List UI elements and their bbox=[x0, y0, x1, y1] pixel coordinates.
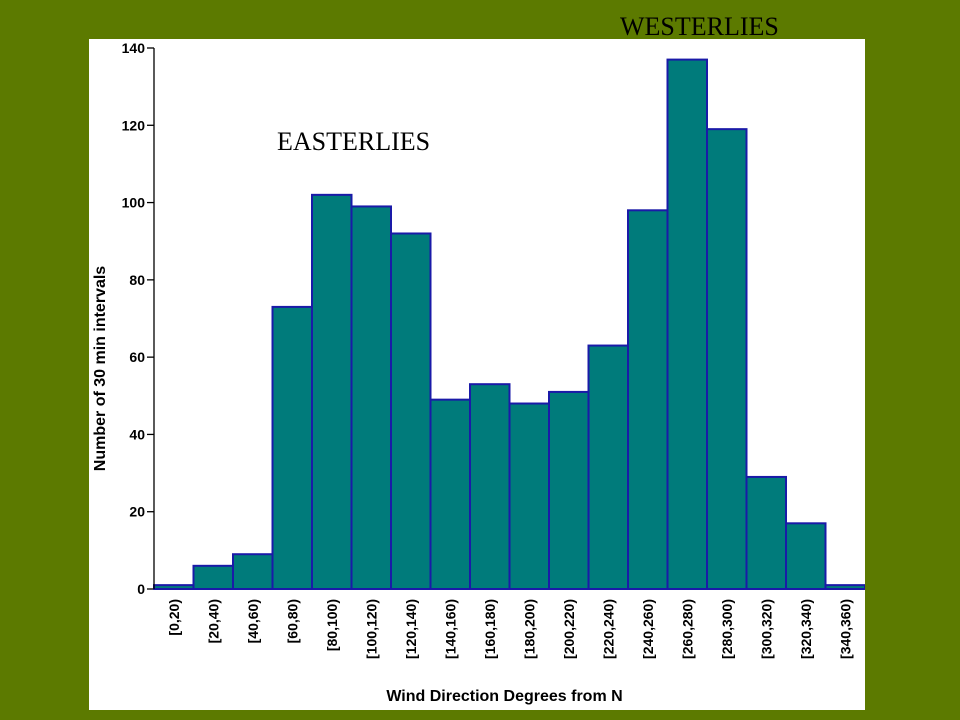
x-tick-label: [200,220) bbox=[561, 599, 577, 659]
bar-15 bbox=[745, 475, 787, 590]
bar-4 bbox=[311, 193, 353, 590]
chart-panel: 0 20 40 60 80 100 120 140 [0,20) [20,40) [40,60) [6… bbox=[89, 39, 865, 710]
y-tick-label: 40 bbox=[129, 426, 145, 442]
annotation-westerlies: WESTERLIES bbox=[620, 12, 779, 41]
x-tick-label: [120,140) bbox=[403, 599, 419, 659]
x-tick-label: [140,160) bbox=[442, 599, 458, 659]
x-tick-label: [300,320) bbox=[758, 599, 774, 659]
x-tick-label: [160,180) bbox=[482, 599, 498, 659]
bar-16 bbox=[785, 522, 827, 590]
bar-6 bbox=[390, 232, 432, 590]
x-tick-label: [60,80) bbox=[284, 599, 300, 643]
bar-1 bbox=[192, 564, 234, 590]
y-axis-title: Number of 30 min intervals bbox=[92, 266, 109, 471]
x-tick-label: [220,240) bbox=[600, 599, 616, 659]
x-tick-label: [80,100) bbox=[324, 599, 340, 651]
bar-13 bbox=[666, 58, 708, 591]
x-axis-title: Wind Direction Degrees from N bbox=[386, 688, 622, 705]
x-tick-label: [180,200) bbox=[521, 599, 537, 659]
x-tick-label: [260,280) bbox=[679, 599, 695, 659]
x-tick-label: [20,40) bbox=[205, 599, 221, 643]
bar-5 bbox=[350, 205, 392, 591]
bar-12 bbox=[627, 209, 669, 591]
x-tick-label: [40,60) bbox=[245, 599, 261, 643]
y-tick-label: 80 bbox=[129, 272, 145, 288]
bar-7 bbox=[429, 398, 471, 590]
bar-3 bbox=[271, 305, 313, 590]
x-tick-label: [240,260) bbox=[640, 599, 656, 659]
y-tick-label: 60 bbox=[129, 349, 145, 365]
bar-2 bbox=[232, 553, 274, 591]
bar-0 bbox=[153, 584, 195, 591]
x-tick-label: [320,340) bbox=[798, 599, 814, 659]
bar-11 bbox=[587, 344, 629, 590]
y-tick-label: 20 bbox=[129, 504, 145, 520]
y-tick-label: 100 bbox=[122, 195, 146, 211]
y-tick-label: 120 bbox=[122, 117, 146, 133]
y-tick-label: 140 bbox=[122, 40, 146, 56]
bar-8 bbox=[469, 383, 511, 591]
bar-10 bbox=[548, 390, 590, 590]
bar-17 bbox=[824, 584, 865, 591]
y-tick-label: 0 bbox=[137, 581, 145, 597]
bar-9 bbox=[508, 402, 550, 590]
annotation-easterlies: EASTERLIES bbox=[277, 127, 431, 156]
x-tick-label: [100,120) bbox=[363, 599, 379, 659]
histogram-chart: 0 20 40 60 80 100 120 140 [0,20) [20,40) [40,60) [6… bbox=[92, 40, 865, 705]
x-tick-label: [0,20) bbox=[166, 599, 182, 636]
bar-14 bbox=[706, 128, 748, 591]
x-tick-label: [340,360) bbox=[837, 599, 853, 659]
x-tick-label: [280,300) bbox=[719, 599, 735, 659]
